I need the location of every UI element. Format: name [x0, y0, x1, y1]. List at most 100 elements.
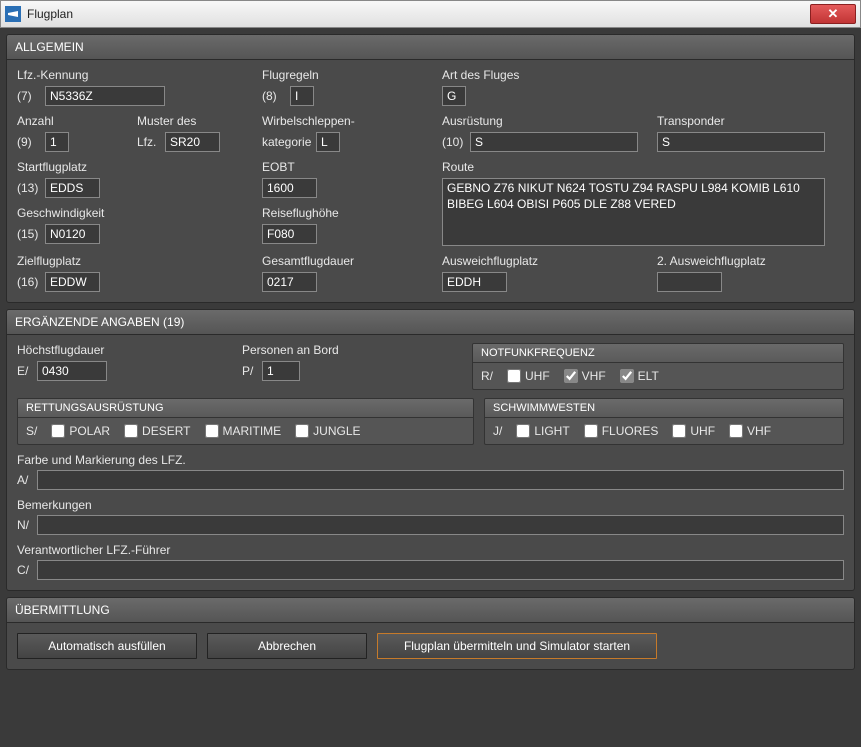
schwimm-panel: SCHWIMMWESTEN J/ LIGHT FLUORES UHF VHF	[484, 398, 844, 445]
hoechstflugdauer-prefix: E/	[17, 364, 33, 378]
farbe-input[interactable]	[37, 470, 844, 490]
rettung-jungle-label: JUNGLE	[313, 424, 360, 438]
ausweich2-input[interactable]	[657, 272, 722, 292]
ausruestung-label: Ausrüstung	[442, 114, 657, 129]
route-label: Route	[442, 160, 844, 175]
notfunk-elt-item[interactable]: ELT	[620, 369, 659, 383]
personen-label: Personen an Bord	[242, 343, 472, 358]
notfunk-vhf-item[interactable]: VHF	[564, 369, 606, 383]
lfzkennung-input[interactable]	[45, 86, 165, 106]
notfunk-header: NOTFUNKFREQUENZ	[473, 344, 843, 363]
eobt-label: EOBT	[262, 160, 442, 175]
rettung-polar-checkbox[interactable]	[51, 424, 65, 438]
submit-button[interactable]: Flugplan übermitteln und Simulator start…	[377, 633, 657, 659]
wirbel-input[interactable]	[316, 132, 340, 152]
schwimm-light-item[interactable]: LIGHT	[516, 424, 569, 438]
reiseflughoehe-input[interactable]	[262, 224, 317, 244]
anzahl-input[interactable]	[45, 132, 69, 152]
lfzkennung-label: Lfz.-Kennung	[17, 68, 262, 83]
notfunk-uhf-item[interactable]: UHF	[507, 369, 550, 383]
notfunk-uhf-checkbox[interactable]	[507, 369, 521, 383]
notfunk-vhf-checkbox[interactable]	[564, 369, 578, 383]
panel-ergaenzend: ERGÄNZENDE ANGABEN (19) Höchstflugdauer …	[6, 309, 855, 591]
close-icon: ✕	[828, 6, 839, 22]
anzahl-label: Anzahl	[17, 114, 137, 129]
zielflugplatz-prefix: (16)	[17, 275, 41, 289]
rettung-desert-item[interactable]: DESERT	[124, 424, 190, 438]
artfluges-label: Art des Fluges	[442, 68, 519, 83]
notfunk-uhf-label: UHF	[525, 369, 550, 383]
rettung-prefix: S/	[26, 424, 37, 438]
rettung-polar-label: POLAR	[69, 424, 110, 438]
rettung-desert-checkbox[interactable]	[124, 424, 138, 438]
zielflugplatz-input[interactable]	[45, 272, 100, 292]
hoechstflugdauer-input[interactable]	[37, 361, 107, 381]
schwimm-fluores-item[interactable]: FLUORES	[584, 424, 659, 438]
schwimm-header: SCHWIMMWESTEN	[485, 399, 843, 418]
schwimm-uhf-label: UHF	[690, 424, 715, 438]
schwimm-fluores-label: FLUORES	[602, 424, 659, 438]
auto-button[interactable]: Automatisch ausfüllen	[17, 633, 197, 659]
window-title: Flugplan	[27, 7, 810, 21]
hoechstflugdauer-label: Höchstflugdauer	[17, 343, 242, 358]
rettung-polar-item[interactable]: POLAR	[51, 424, 110, 438]
schwimm-vhf-label: VHF	[747, 424, 771, 438]
rettung-desert-label: DESERT	[142, 424, 190, 438]
musterdes-label: Muster des	[137, 114, 262, 129]
bemerk-prefix: N/	[17, 518, 33, 532]
schwimm-light-checkbox[interactable]	[516, 424, 530, 438]
schwimm-vhf-item[interactable]: VHF	[729, 424, 771, 438]
schwimm-uhf-checkbox[interactable]	[672, 424, 686, 438]
rettung-maritime-item[interactable]: MARITIME	[205, 424, 282, 438]
musterdes-input[interactable]	[165, 132, 220, 152]
ausweichflugplatz-input[interactable]	[442, 272, 507, 292]
transponder-input[interactable]	[657, 132, 825, 152]
musterdes-prefix: Lfz.	[137, 135, 161, 149]
verantw-input[interactable]	[37, 560, 844, 580]
titlebar: Flugplan ✕	[0, 0, 861, 28]
panel-allgemein-header: ALLGEMEIN	[7, 35, 854, 60]
ausweich2-label: 2. Ausweichflugplatz	[657, 254, 766, 269]
rettung-jungle-item[interactable]: JUNGLE	[295, 424, 360, 438]
wirbel-label2: kategorie	[262, 135, 312, 149]
rettung-jungle-checkbox[interactable]	[295, 424, 309, 438]
close-button[interactable]: ✕	[810, 4, 856, 24]
schwimm-prefix: J/	[493, 424, 502, 438]
zielflugplatz-label: Zielflugplatz	[17, 254, 262, 269]
schwimm-fluores-checkbox[interactable]	[584, 424, 598, 438]
startflugplatz-input[interactable]	[45, 178, 100, 198]
personen-prefix: P/	[242, 364, 258, 378]
notfunk-elt-checkbox[interactable]	[620, 369, 634, 383]
window-body: ALLGEMEIN Lfz.-Kennung (7) Flugregeln (8…	[0, 28, 861, 682]
transponder-label: Transponder	[657, 114, 825, 129]
reiseflughoehe-label: Reiseflughöhe	[262, 206, 442, 221]
schwimm-light-label: LIGHT	[534, 424, 569, 438]
artfluges-input[interactable]	[442, 86, 466, 106]
personen-input[interactable]	[262, 361, 300, 381]
geschwindigkeit-input[interactable]	[45, 224, 100, 244]
startflugplatz-prefix: (13)	[17, 181, 41, 195]
ausruestung-prefix: (10)	[442, 135, 466, 149]
notfunk-prefix: R/	[481, 369, 493, 383]
panel-uebermittlung: ÜBERMITTLUNG Automatisch ausfüllen Abbre…	[6, 597, 855, 670]
bemerk-input[interactable]	[37, 515, 844, 535]
verantw-prefix: C/	[17, 563, 33, 577]
startflugplatz-label: Startflugplatz	[17, 160, 262, 175]
gesamtflugdauer-label: Gesamtflugdauer	[262, 254, 442, 269]
rettung-maritime-checkbox[interactable]	[205, 424, 219, 438]
flugregeln-input[interactable]	[290, 86, 314, 106]
schwimm-uhf-item[interactable]: UHF	[672, 424, 715, 438]
abbrechen-button[interactable]: Abbrechen	[207, 633, 367, 659]
route-input[interactable]: GEBNO Z76 NIKUT N624 TOSTU Z94 RASPU L98…	[442, 178, 825, 246]
lfzkennung-prefix: (7)	[17, 89, 41, 103]
ausruestung-input[interactable]	[470, 132, 638, 152]
notfunk-elt-label: ELT	[638, 369, 659, 383]
app-icon	[5, 6, 21, 22]
panel-ergaenzend-header: ERGÄNZENDE ANGABEN (19)	[7, 310, 854, 335]
geschwindigkeit-prefix: (15)	[17, 227, 41, 241]
eobt-input[interactable]	[262, 178, 317, 198]
geschwindigkeit-label: Geschwindigkeit	[17, 206, 262, 221]
gesamtflugdauer-input[interactable]	[262, 272, 317, 292]
wirbel-label: Wirbelschleppen-	[262, 114, 442, 129]
schwimm-vhf-checkbox[interactable]	[729, 424, 743, 438]
